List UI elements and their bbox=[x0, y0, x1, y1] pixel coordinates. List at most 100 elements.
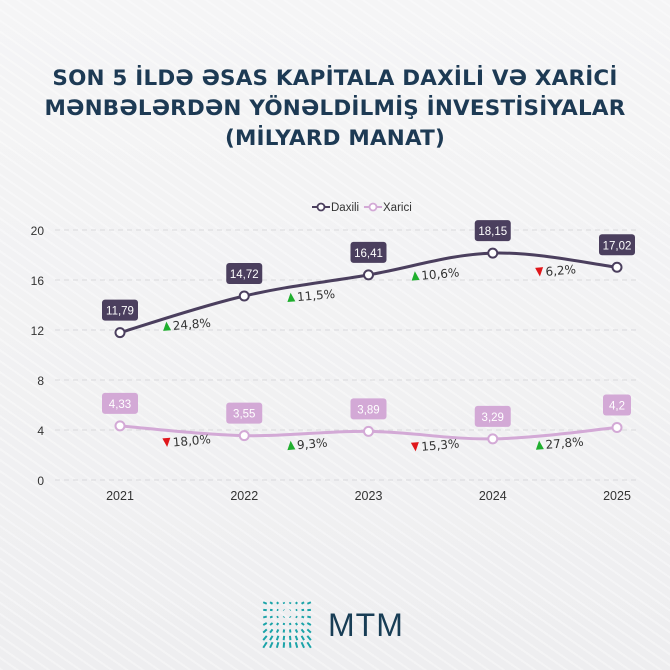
change-annotation: 9,3% bbox=[287, 436, 328, 453]
legend-label: Xarici bbox=[383, 202, 412, 214]
logo-stroke bbox=[289, 616, 292, 618]
y-tick-label: 8 bbox=[37, 374, 44, 388]
logo-text: MTM bbox=[328, 606, 404, 643]
change-label: 15,3% bbox=[421, 437, 460, 454]
logo-stroke bbox=[294, 635, 299, 641]
data-label-box bbox=[350, 241, 387, 263]
change-annotation: 15,3% bbox=[410, 437, 460, 454]
data-label-box bbox=[102, 299, 138, 321]
data-label: 14,72 bbox=[230, 269, 259, 281]
data-point bbox=[114, 420, 126, 432]
change-label: 27,8% bbox=[545, 435, 584, 452]
logo-stroke bbox=[306, 635, 312, 641]
data-point bbox=[238, 290, 250, 302]
logo-stroke bbox=[295, 601, 298, 605]
logo-stroke bbox=[262, 641, 268, 649]
x-tick-label: 2023 bbox=[355, 489, 383, 503]
data-point bbox=[238, 430, 250, 442]
data-label-box bbox=[603, 394, 631, 416]
change-label: 18,0% bbox=[172, 432, 211, 449]
x-tick-label: 2022 bbox=[230, 489, 258, 503]
x-tick-label: 2025 bbox=[603, 489, 631, 503]
logo-stroke bbox=[269, 628, 274, 634]
y-tick-label: 4 bbox=[37, 424, 44, 438]
logo-stroke bbox=[269, 641, 274, 649]
logo-stroke bbox=[300, 622, 305, 626]
logo-stroke bbox=[269, 601, 274, 605]
change-label: 10,6% bbox=[421, 265, 460, 282]
logo-stroke bbox=[301, 601, 305, 605]
logo-stroke bbox=[295, 615, 298, 619]
change-label: 9,3% bbox=[296, 436, 328, 453]
logo-stroke bbox=[262, 601, 268, 605]
triangle-down-icon bbox=[162, 437, 171, 448]
logo-stroke bbox=[300, 635, 305, 641]
triangle-down-icon bbox=[410, 442, 419, 452]
change-annotation: 11,5% bbox=[287, 287, 336, 304]
change-label: 11,5% bbox=[296, 287, 335, 304]
data-point bbox=[611, 422, 623, 433]
logo-stroke bbox=[276, 601, 280, 605]
data-label-box bbox=[474, 405, 511, 427]
logo-stroke bbox=[275, 635, 280, 641]
change-label: 24,8% bbox=[172, 316, 211, 333]
logo-stroke bbox=[294, 628, 299, 634]
triangle-down-icon bbox=[535, 267, 544, 277]
logo-stroke bbox=[300, 641, 305, 649]
logo-stroke bbox=[306, 601, 312, 605]
title-line: MƏNBƏLƏRDƏN YÖNƏLDİLMİŞ İNVESTİSİYALAR bbox=[44, 96, 626, 121]
logo-stroke bbox=[262, 622, 268, 626]
y-tick-label: 0 bbox=[37, 474, 44, 488]
change-annotation: 18,0% bbox=[162, 432, 211, 449]
data-label: 18,15 bbox=[478, 226, 507, 238]
chart-title: SON 5 İLDƏ ƏSAS KAPİTALA DAXİLİ VƏ XARİC… bbox=[0, 64, 670, 154]
change-annotation: 24,8% bbox=[163, 316, 211, 333]
data-label: 17,02 bbox=[603, 240, 632, 252]
y-tick-label: 20 bbox=[31, 224, 45, 238]
triangle-up-icon bbox=[163, 321, 172, 331]
data-label: 3,55 bbox=[233, 409, 255, 421]
title-line: SON 5 İLDƏ ƏSAS KAPİTALA DAXİLİ VƏ XARİC… bbox=[52, 66, 618, 91]
logo-stroke bbox=[294, 622, 299, 626]
data-point bbox=[487, 247, 499, 259]
data-label-box bbox=[474, 220, 511, 242]
data-label-box bbox=[599, 234, 635, 256]
logo-stroke bbox=[306, 641, 312, 649]
logo-stroke bbox=[275, 641, 280, 649]
logo-stroke bbox=[269, 635, 274, 641]
logo-stroke bbox=[288, 642, 292, 648]
change-annotation: 27,8% bbox=[535, 435, 584, 452]
logo-stroke bbox=[288, 635, 292, 641]
y-tick-label: 12 bbox=[31, 324, 45, 338]
logo-stroke bbox=[276, 622, 280, 626]
y-tick-label: 16 bbox=[31, 274, 45, 288]
data-label-box bbox=[102, 392, 138, 414]
logo-stroke bbox=[306, 622, 312, 626]
logo-mark-icon bbox=[262, 601, 312, 649]
logo-stroke bbox=[301, 615, 305, 619]
data-point bbox=[363, 269, 374, 281]
change-annotation: 10,6% bbox=[411, 265, 460, 283]
data-label-box bbox=[350, 398, 387, 420]
triangle-up-icon bbox=[287, 440, 296, 451]
logo-stroke bbox=[288, 601, 292, 605]
data-label: 4,33 bbox=[109, 399, 131, 411]
logo-stroke bbox=[275, 628, 280, 634]
data-label: 3,29 bbox=[482, 412, 504, 424]
logo-stroke bbox=[288, 629, 292, 633]
triangle-up-icon bbox=[411, 271, 420, 281]
data-point bbox=[611, 261, 623, 273]
mtm-logo: MTM bbox=[262, 600, 404, 650]
logo-stroke bbox=[263, 615, 267, 619]
data-point bbox=[487, 433, 499, 445]
logo-stroke bbox=[307, 615, 312, 619]
triangle-up-icon bbox=[535, 440, 544, 450]
logo-stroke bbox=[262, 628, 268, 634]
legend-marker-daxili bbox=[316, 202, 326, 212]
change-label: 6,2% bbox=[545, 262, 577, 279]
logo-stroke bbox=[294, 641, 299, 649]
title-line: (MİLYARD MANAT) bbox=[224, 126, 446, 151]
data-label: 3,89 bbox=[357, 404, 379, 416]
logo-stroke bbox=[269, 615, 273, 619]
